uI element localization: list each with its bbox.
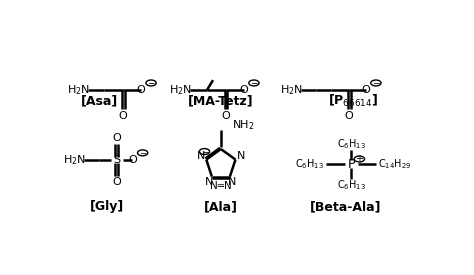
Text: O: O xyxy=(128,155,137,165)
Text: −: − xyxy=(372,78,380,87)
Text: −: − xyxy=(201,147,208,156)
Text: O: O xyxy=(239,85,248,95)
Text: [Beta-Ala]: [Beta-Ala] xyxy=(310,200,382,213)
Text: C$_6$H$_{13}$: C$_6$H$_{13}$ xyxy=(337,178,366,191)
Text: H$_2$N: H$_2$N xyxy=(67,83,91,97)
Text: −: − xyxy=(250,78,258,87)
Text: N: N xyxy=(237,152,245,161)
Text: N: N xyxy=(197,152,205,161)
Text: N: N xyxy=(205,177,214,188)
Text: [Asa]: [Asa] xyxy=(81,94,118,107)
Text: [Ala]: [Ala] xyxy=(204,200,238,213)
Text: H$_2$N: H$_2$N xyxy=(169,83,192,97)
Text: [P$_{66614}$]: [P$_{66614}$] xyxy=(328,93,378,109)
Text: O: O xyxy=(112,133,121,143)
Text: C$_6$H$_{13}$: C$_6$H$_{13}$ xyxy=(295,157,325,171)
Text: +: + xyxy=(356,154,364,164)
Text: O: O xyxy=(137,85,145,95)
Text: NH$_2$: NH$_2$ xyxy=(232,118,255,132)
Text: C$_6$H$_{13}$: C$_6$H$_{13}$ xyxy=(337,137,366,151)
Text: [Gly]: [Gly] xyxy=(90,200,124,213)
Text: H$_2$N: H$_2$N xyxy=(280,83,302,97)
Text: N: N xyxy=(228,177,237,188)
Text: −: − xyxy=(139,148,146,157)
Text: P: P xyxy=(347,158,355,171)
Text: O: O xyxy=(119,111,128,122)
Text: C$_{14}$H$_{29}$: C$_{14}$H$_{29}$ xyxy=(378,157,411,171)
Text: O: O xyxy=(222,111,230,122)
Text: [MA-Tetz]: [MA-Tetz] xyxy=(188,94,254,107)
Text: S: S xyxy=(113,155,120,165)
Text: O: O xyxy=(361,85,370,95)
Text: O: O xyxy=(345,111,354,122)
Text: O: O xyxy=(112,177,121,187)
Text: −: − xyxy=(147,78,155,87)
Text: N═N: N═N xyxy=(210,180,232,191)
Text: H$_2$N: H$_2$N xyxy=(63,153,86,167)
